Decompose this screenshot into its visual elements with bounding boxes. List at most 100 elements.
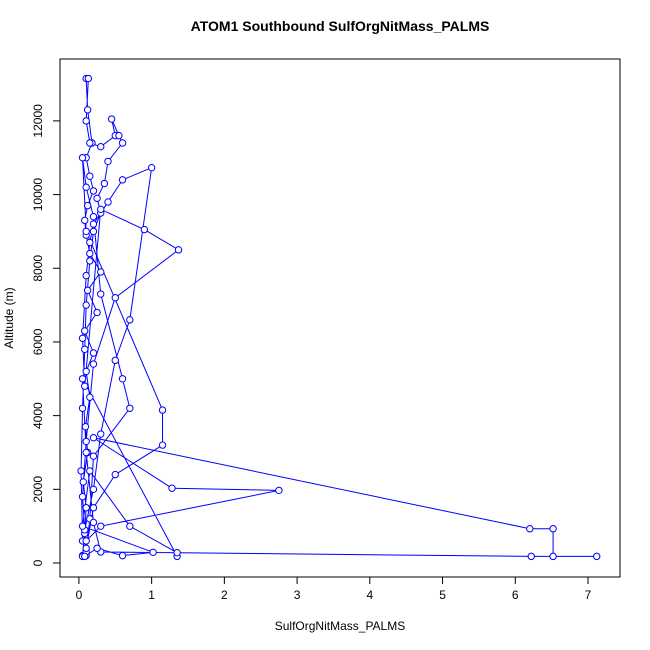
- data-point: [83, 106, 92, 114]
- data-point: [82, 504, 90, 512]
- chart-title: ATOM1 Southbound SulfOrgNitMass_PALMS: [191, 18, 490, 34]
- data-point: [158, 406, 167, 414]
- data-point: [81, 382, 89, 390]
- data-point: [86, 257, 94, 265]
- data-point: [126, 404, 134, 412]
- data-point: [86, 172, 94, 180]
- data-point: [79, 478, 87, 486]
- data-point: [89, 227, 98, 236]
- data-point: [126, 316, 134, 324]
- data-point: [97, 268, 105, 276]
- x-tick-label: 5: [439, 588, 446, 602]
- data-point: [158, 441, 167, 449]
- data-point: [82, 437, 90, 446]
- data-point: [104, 198, 112, 206]
- data-point: [83, 201, 92, 210]
- x-tick-label: 0: [76, 588, 83, 602]
- data-point: [78, 375, 87, 383]
- y-tick-label: 0: [31, 559, 45, 566]
- data-point: [118, 139, 127, 147]
- data-point: [107, 115, 116, 123]
- data-point: [527, 552, 535, 561]
- y-tick-label: 8000: [31, 255, 45, 282]
- data-point: [97, 205, 105, 214]
- data-point: [118, 375, 127, 383]
- data-point: [526, 525, 534, 533]
- data-point: [93, 308, 101, 317]
- data-point: [82, 227, 90, 236]
- data-point: [97, 142, 105, 151]
- data-point: [89, 212, 98, 221]
- x-axis-label: SulfOrgNitMass_PALMS: [275, 619, 405, 633]
- data-point: [86, 238, 94, 247]
- data-point: [104, 157, 112, 166]
- data-point: [140, 225, 149, 234]
- data-point: [82, 367, 90, 376]
- x-tick-label: 7: [585, 588, 592, 602]
- x-tick-label: 3: [294, 588, 301, 602]
- data-point: [100, 179, 109, 188]
- x-tick-label: 2: [221, 588, 228, 602]
- data-point: [89, 187, 98, 195]
- data-point: [549, 552, 557, 561]
- data-point: [89, 220, 98, 228]
- data-point: [118, 176, 127, 184]
- data-point: [78, 154, 87, 162]
- x-tick-label: 4: [366, 588, 373, 602]
- data-point: [111, 356, 119, 365]
- y-tick-label: 6000: [31, 328, 45, 355]
- data-point: [126, 522, 134, 530]
- x-tick-label: 1: [148, 588, 155, 602]
- data-point: [77, 467, 85, 475]
- data-point: [118, 551, 127, 560]
- y-axis-label: Altitude (m): [2, 287, 16, 348]
- data-point: [81, 216, 89, 225]
- data-point: [82, 448, 90, 457]
- data-point: [86, 249, 94, 258]
- data-point: [111, 294, 119, 302]
- data-point: [82, 117, 90, 125]
- data-point: [89, 504, 98, 512]
- data-point: [86, 467, 94, 475]
- data-point: [149, 548, 157, 557]
- data-point: [97, 290, 105, 298]
- data-point: [82, 544, 90, 552]
- data-point: [593, 552, 601, 561]
- y-tick-label: 2000: [31, 476, 45, 503]
- data-point: [168, 484, 176, 492]
- data-point: [81, 327, 89, 335]
- data-point: [86, 139, 94, 147]
- data-point: [78, 334, 87, 342]
- y-tick-label: 10000: [31, 178, 45, 212]
- data-point: [89, 452, 98, 460]
- data-point: [89, 349, 98, 357]
- data-point: [82, 271, 90, 280]
- data-point: [81, 552, 89, 561]
- data-point: [115, 131, 123, 140]
- data-point: [89, 360, 98, 368]
- data-point: [84, 74, 93, 83]
- y-tick-label: 12000: [31, 104, 45, 138]
- data-point: [89, 518, 98, 527]
- data-point: [173, 548, 181, 557]
- data-point: [93, 544, 101, 552]
- series-line: [80, 78, 597, 557]
- data-point: [78, 492, 87, 501]
- data-point: [82, 537, 90, 545]
- data-point: [82, 183, 90, 191]
- data-point: [97, 430, 105, 438]
- data-point: [111, 470, 119, 479]
- data-point: [82, 301, 90, 309]
- data-point: [147, 163, 156, 172]
- data-point: [174, 246, 183, 254]
- y-tick-label: 4000: [31, 402, 45, 429]
- data-point: [83, 286, 92, 295]
- data-point: [78, 404, 87, 412]
- data-point: [86, 393, 94, 401]
- plot-frame: [59, 58, 621, 578]
- data-point: [275, 486, 283, 495]
- data-point: [78, 522, 87, 530]
- data-point: [89, 434, 98, 442]
- data-point: [89, 485, 98, 494]
